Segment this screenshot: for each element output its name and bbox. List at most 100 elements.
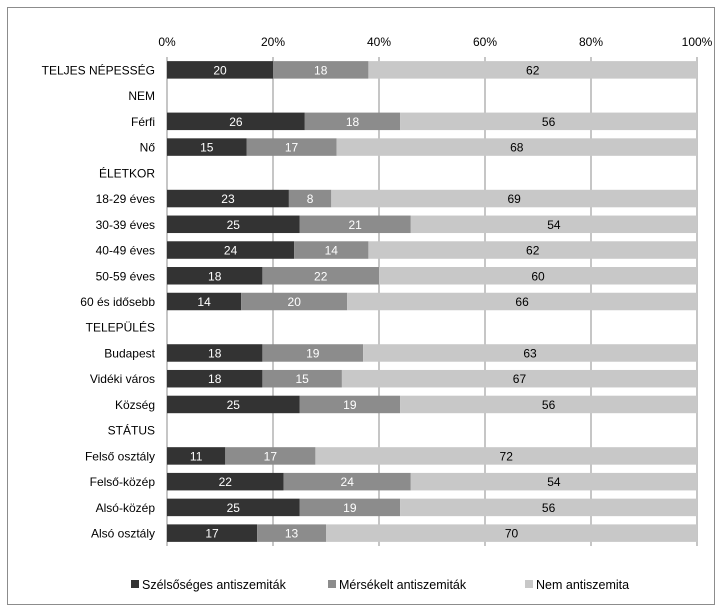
x-tick-label: 100% bbox=[682, 35, 713, 49]
data-label: 63 bbox=[523, 346, 537, 360]
bar-segment bbox=[262, 369, 342, 388]
data-label: 11 bbox=[190, 449, 203, 463]
bar-segment bbox=[410, 472, 697, 491]
data-label: 18 bbox=[208, 372, 222, 386]
data-label: 69 bbox=[507, 192, 521, 206]
x-tick-label: 80% bbox=[579, 35, 603, 49]
bar-segment bbox=[167, 292, 242, 311]
x-tick-label: 0% bbox=[158, 35, 176, 49]
data-label: 60 bbox=[531, 269, 545, 283]
category-label: Alsó osztály bbox=[91, 527, 155, 541]
data-label: 19 bbox=[343, 398, 357, 412]
legend: Szélsőséges antiszemiták Mérsékelt antisz… bbox=[131, 578, 629, 592]
bar-segment bbox=[315, 447, 697, 465]
category-label: Felső-közép bbox=[90, 475, 156, 489]
bar-segment bbox=[273, 61, 369, 79]
bar-segment bbox=[167, 344, 263, 362]
category-label: 40-49 éves bbox=[96, 244, 155, 258]
bar-segment bbox=[167, 472, 284, 491]
bar-segment bbox=[167, 395, 300, 414]
x-tick-label: 20% bbox=[261, 35, 285, 49]
bar-segment bbox=[326, 524, 697, 542]
data-label: 25 bbox=[227, 398, 241, 412]
data-label: 54 bbox=[547, 218, 561, 232]
bar-segment bbox=[379, 267, 697, 285]
bar-segment bbox=[262, 267, 379, 285]
bar-segment bbox=[167, 447, 226, 465]
bar-segment bbox=[347, 292, 697, 311]
bar-segment bbox=[299, 215, 411, 234]
bar-segment bbox=[167, 61, 273, 79]
category-label: Alsó-közép bbox=[96, 501, 156, 515]
category-label: 60 és idősebb bbox=[80, 295, 155, 309]
category-label: TELJES NÉPESSÉG bbox=[42, 62, 155, 77]
data-label: 26 bbox=[229, 115, 243, 129]
data-label: 14 bbox=[325, 244, 339, 258]
bar-segment bbox=[167, 524, 258, 542]
bar-segment bbox=[167, 112, 305, 131]
data-label: 17 bbox=[285, 141, 299, 155]
category-label: Község bbox=[115, 398, 155, 412]
data-label: 24 bbox=[341, 475, 355, 489]
category-label: 18-29 éves bbox=[96, 192, 155, 206]
bar-segment bbox=[288, 189, 332, 208]
category-label: STÁTUS bbox=[108, 423, 155, 438]
data-label: 23 bbox=[221, 192, 235, 206]
bar-segment bbox=[167, 215, 300, 234]
bar-segment bbox=[257, 524, 326, 542]
legend-label: Nem antiszemita bbox=[536, 578, 629, 592]
data-label: 56 bbox=[542, 501, 556, 515]
data-label: 70 bbox=[505, 527, 519, 541]
legend-swatch bbox=[131, 580, 139, 588]
data-label: 18 bbox=[314, 63, 328, 77]
data-label: 56 bbox=[542, 398, 556, 412]
bar-segment bbox=[368, 241, 697, 259]
data-label: 15 bbox=[200, 141, 214, 155]
category-label: Férfi bbox=[131, 115, 155, 129]
x-tick-label: 60% bbox=[473, 35, 497, 49]
bar-segment bbox=[167, 267, 263, 285]
category-labels: TELJES NÉPESSÉG NEM Férfi Nő ÉLETKOR 18-29 év… bbox=[42, 62, 156, 540]
bar-segment bbox=[225, 447, 316, 465]
x-axis-ticks: 0% 20% 40% 60% 80% 100% bbox=[158, 35, 712, 49]
bar-segment bbox=[262, 344, 364, 362]
legend-label: Szélsőséges antiszemiták bbox=[142, 578, 287, 592]
bar-segment bbox=[299, 498, 401, 517]
category-label: Budapest bbox=[104, 346, 155, 360]
data-label: 8 bbox=[307, 192, 314, 206]
data-label: 18 bbox=[208, 346, 222, 360]
category-label: 50-59 éves bbox=[96, 269, 155, 283]
category-label: TELEPÜLÉS bbox=[86, 320, 155, 335]
data-label: 17 bbox=[264, 449, 278, 463]
data-label: 62 bbox=[526, 63, 540, 77]
data-label: 22 bbox=[314, 269, 328, 283]
bar-segment bbox=[400, 498, 697, 517]
legend-swatch bbox=[328, 580, 336, 588]
data-label: 56 bbox=[542, 115, 556, 129]
data-label: 72 bbox=[500, 449, 514, 463]
bar-segment bbox=[167, 498, 300, 517]
data-label: 54 bbox=[547, 475, 561, 489]
bar-segment bbox=[336, 138, 697, 156]
bar-segment bbox=[283, 472, 411, 491]
x-tick-label: 40% bbox=[367, 35, 391, 49]
bar-segment bbox=[400, 112, 697, 131]
bar-segment bbox=[241, 292, 348, 311]
data-label: 25 bbox=[227, 218, 241, 232]
category-label: Felső osztály bbox=[85, 449, 155, 463]
data-label: 20 bbox=[213, 63, 227, 77]
bar-segment bbox=[368, 61, 697, 79]
bar-segment bbox=[299, 395, 401, 414]
bar-segment bbox=[167, 369, 263, 388]
bar-segment bbox=[410, 215, 697, 234]
data-label: 20 bbox=[288, 295, 302, 309]
data-label: 68 bbox=[510, 141, 524, 155]
data-label: 17 bbox=[205, 527, 219, 541]
bar-segment bbox=[341, 369, 697, 388]
bar-segment bbox=[167, 241, 295, 259]
bar-segment bbox=[331, 189, 697, 208]
data-label: 14 bbox=[197, 295, 211, 309]
bar-segment bbox=[294, 241, 369, 259]
data-label: 67 bbox=[513, 372, 527, 386]
